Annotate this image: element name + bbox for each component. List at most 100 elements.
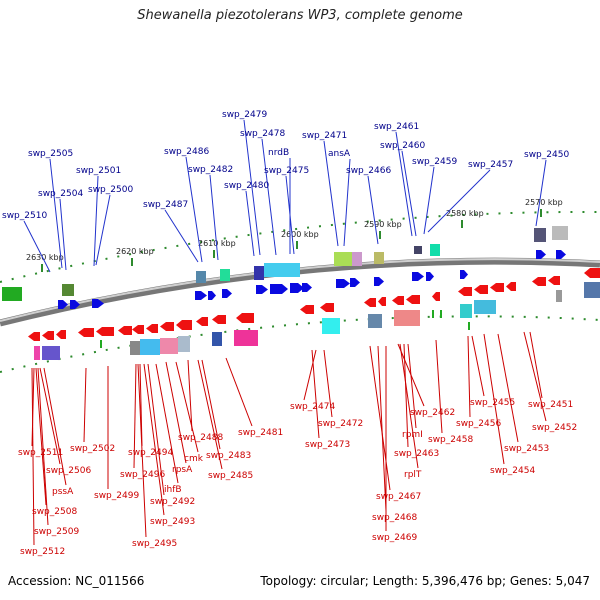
forward-gene-arrow[interactable] bbox=[70, 300, 80, 309]
forward-gene-arrow[interactable] bbox=[374, 277, 384, 286]
top-gene-label[interactable]: swp_2478 bbox=[240, 129, 285, 139]
forward-gene-arrow[interactable] bbox=[336, 279, 350, 288]
bottom-gene-label[interactable]: swp_2467 bbox=[376, 492, 421, 502]
reverse-gene-arrow[interactable] bbox=[28, 332, 40, 341]
bottom-gene-label[interactable]: swp_2462 bbox=[410, 408, 455, 418]
reverse-gene-arrow[interactable] bbox=[212, 315, 226, 324]
bottom-gene-label[interactable]: rpsA bbox=[172, 465, 193, 475]
bottom-gene-label[interactable]: swp_2463 bbox=[394, 449, 439, 459]
top-gene-label[interactable]: ansA bbox=[328, 149, 351, 159]
bottom-gene-label[interactable]: swp_2472 bbox=[318, 419, 363, 429]
reverse-gene-arrow[interactable] bbox=[548, 276, 560, 285]
forward-gene-arrow[interactable] bbox=[58, 300, 68, 309]
bottom-gene-label[interactable]: cmk bbox=[184, 454, 204, 464]
feature-block[interactable] bbox=[414, 246, 422, 254]
feature-block[interactable] bbox=[264, 263, 300, 277]
feature-block[interactable] bbox=[234, 330, 258, 346]
feature-block[interactable] bbox=[212, 332, 222, 346]
bottom-gene-label[interactable]: rpmI bbox=[402, 430, 423, 440]
reverse-gene-arrow[interactable] bbox=[474, 285, 488, 294]
feature-block[interactable] bbox=[160, 338, 178, 354]
reverse-gene-arrow[interactable] bbox=[532, 277, 546, 286]
reverse-gene-arrow[interactable] bbox=[320, 303, 334, 312]
feature-block[interactable] bbox=[368, 314, 382, 328]
bottom-gene-label[interactable]: swp_2496 bbox=[120, 470, 165, 480]
top-gene-label[interactable]: swp_2501 bbox=[76, 166, 121, 176]
bottom-gene-label[interactable]: swp_2455 bbox=[470, 398, 515, 408]
feature-block[interactable] bbox=[42, 346, 60, 360]
bottom-gene-label[interactable]: swp_2485 bbox=[208, 471, 253, 481]
reverse-gene-arrow[interactable] bbox=[364, 298, 376, 307]
reverse-gene-arrow[interactable] bbox=[506, 282, 516, 291]
bottom-gene-label[interactable]: ihfB bbox=[164, 485, 182, 495]
bottom-gene-label[interactable]: swp_2495 bbox=[132, 539, 177, 549]
bottom-gene-label[interactable]: swp_2508 bbox=[32, 507, 77, 517]
top-gene-label[interactable]: swp_2486 bbox=[164, 147, 209, 157]
forward-gene-arrow[interactable] bbox=[350, 278, 360, 287]
reverse-gene-arrow[interactable] bbox=[56, 330, 66, 339]
forward-gene-arrow[interactable] bbox=[556, 250, 566, 259]
bottom-gene-label[interactable]: swp_2469 bbox=[372, 533, 417, 543]
top-gene-label[interactable]: swp_2461 bbox=[374, 122, 419, 132]
feature-block[interactable] bbox=[430, 244, 440, 256]
feature-block[interactable] bbox=[394, 310, 420, 326]
reverse-gene-arrow[interactable] bbox=[392, 296, 404, 305]
feature-block[interactable] bbox=[374, 252, 384, 264]
feature-block[interactable] bbox=[254, 266, 264, 280]
reverse-gene-arrow[interactable] bbox=[78, 328, 94, 337]
forward-gene-arrow[interactable] bbox=[195, 291, 207, 300]
bottom-gene-label[interactable]: rplT bbox=[404, 470, 422, 480]
bottom-gene-label[interactable]: swp_2454 bbox=[490, 466, 535, 476]
reverse-gene-arrow[interactable] bbox=[42, 331, 54, 340]
feature-block[interactable] bbox=[352, 252, 362, 266]
forward-gene-arrow[interactable] bbox=[222, 289, 232, 298]
feature-block[interactable] bbox=[196, 271, 206, 283]
feature-block[interactable] bbox=[140, 339, 160, 355]
top-gene-label[interactable]: swp_2480 bbox=[224, 181, 269, 191]
top-gene-label[interactable]: swp_2460 bbox=[380, 141, 425, 151]
reverse-gene-arrow[interactable] bbox=[118, 326, 132, 335]
forward-gene-arrow[interactable] bbox=[536, 250, 546, 259]
forward-gene-arrow[interactable] bbox=[92, 299, 104, 308]
bottom-gene-label[interactable]: swp_2451 bbox=[528, 400, 573, 410]
reverse-gene-arrow[interactable] bbox=[160, 322, 174, 331]
bottom-gene-label[interactable]: swp_2453 bbox=[504, 444, 549, 454]
forward-gene-arrow[interactable] bbox=[208, 291, 216, 300]
reverse-gene-arrow[interactable] bbox=[146, 324, 158, 333]
top-gene-label[interactable]: nrdB bbox=[268, 148, 289, 158]
top-gene-label[interactable]: swp_2505 bbox=[28, 149, 73, 159]
top-gene-label[interactable]: swp_2466 bbox=[346, 166, 391, 176]
feature-block[interactable] bbox=[552, 226, 568, 240]
bottom-gene-label[interactable]: swp_2483 bbox=[206, 451, 251, 461]
bottom-gene-label[interactable]: swp_2481 bbox=[238, 428, 283, 438]
reverse-gene-arrow[interactable] bbox=[378, 297, 386, 306]
bottom-gene-label[interactable]: swp_2473 bbox=[305, 440, 350, 450]
bottom-gene-label[interactable]: swp_2474 bbox=[290, 402, 335, 412]
bottom-gene-label[interactable]: swp_2509 bbox=[34, 527, 79, 537]
bottom-gene-label[interactable]: swp_2488 bbox=[178, 433, 223, 443]
top-gene-label[interactable]: swp_2504 bbox=[38, 189, 83, 199]
top-gene-label[interactable]: swp_2459 bbox=[412, 157, 457, 167]
bottom-gene-label[interactable]: swp_2493 bbox=[150, 517, 195, 527]
bottom-gene-label[interactable]: swp_2512 bbox=[20, 547, 65, 557]
reverse-gene-arrow[interactable] bbox=[490, 283, 504, 292]
bottom-gene-label[interactable]: pssA bbox=[52, 487, 74, 497]
bottom-gene-label[interactable]: swp_2506 bbox=[46, 466, 91, 476]
bottom-gene-label[interactable]: swp_2511 bbox=[18, 448, 63, 458]
feature-block[interactable] bbox=[584, 282, 600, 298]
feature-block[interactable] bbox=[322, 318, 340, 334]
top-gene-label[interactable]: swp_2457 bbox=[468, 160, 513, 170]
top-gene-label[interactable]: swp_2479 bbox=[222, 110, 267, 120]
top-gene-label[interactable]: swp_2450 bbox=[524, 150, 569, 160]
bottom-gene-label[interactable]: swp_2502 bbox=[70, 444, 115, 454]
forward-gene-arrow[interactable] bbox=[270, 284, 288, 294]
bottom-gene-label[interactable]: swp_2468 bbox=[372, 513, 417, 523]
forward-gene-arrow[interactable] bbox=[256, 285, 268, 294]
reverse-gene-arrow[interactable] bbox=[406, 295, 420, 304]
forward-gene-arrow[interactable] bbox=[290, 283, 304, 293]
reverse-gene-arrow[interactable] bbox=[132, 325, 144, 334]
top-gene-label[interactable]: swp_2475 bbox=[264, 166, 309, 176]
feature-block[interactable] bbox=[220, 269, 230, 281]
reverse-gene-arrow[interactable] bbox=[176, 320, 192, 330]
feature-block[interactable] bbox=[2, 287, 22, 301]
